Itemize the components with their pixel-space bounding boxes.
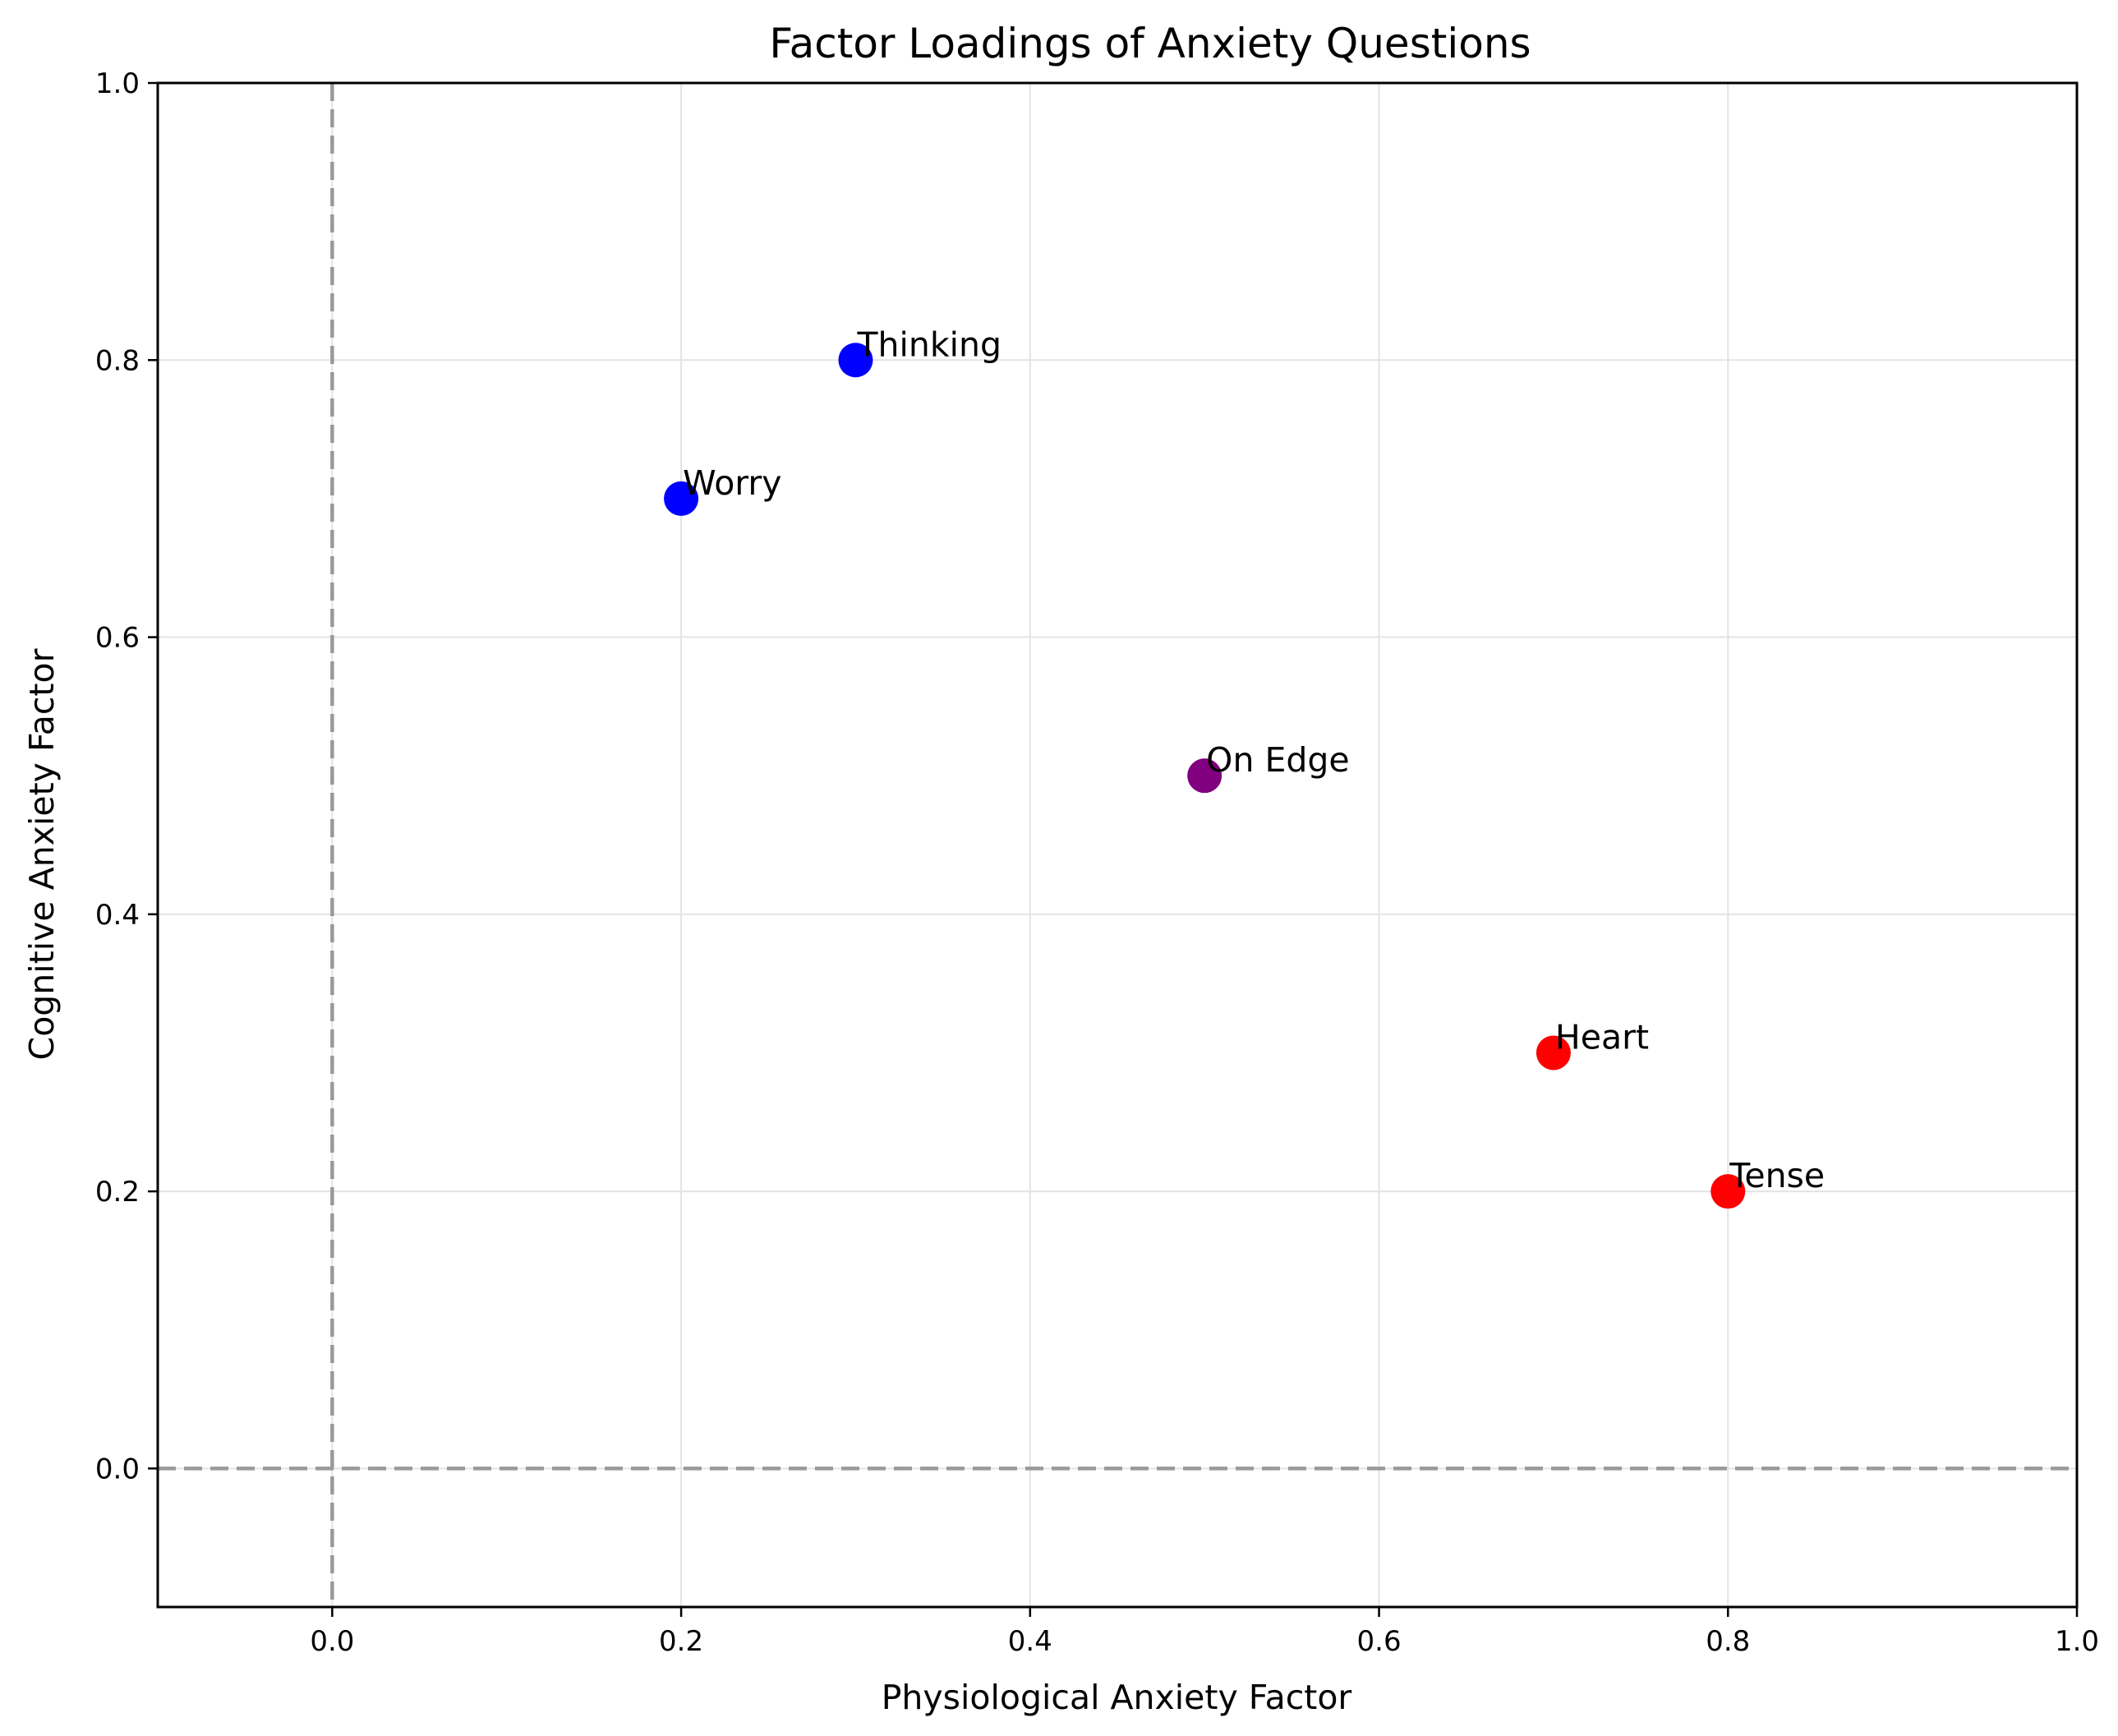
x-tick-label: 0.2 <box>659 1625 703 1658</box>
point-label: Thinking <box>856 325 1001 364</box>
point-label: On Edge <box>1206 740 1349 780</box>
y-tick-label: 0.0 <box>95 1453 140 1485</box>
y-tick-label: 0.6 <box>95 622 140 655</box>
x-tick-label: 0.0 <box>310 1625 354 1658</box>
data-point <box>838 343 873 378</box>
reference-lines <box>158 83 2077 1607</box>
x-tick-label: 0.4 <box>1008 1625 1052 1658</box>
data-point <box>1711 1174 1746 1209</box>
plot-frame <box>156 81 2079 1609</box>
point-labels: Worry Thinking On Edge Heart Tense <box>683 325 1825 1195</box>
chart-title: Factor Loadings of Anxiety Questions <box>769 20 1531 67</box>
y-axis-title: Cognitive Anxiety Factor <box>22 648 62 1060</box>
data-point <box>1187 758 1222 794</box>
point-label: Tense <box>1729 1156 1825 1195</box>
x-tick-label: 0.6 <box>1357 1625 1402 1658</box>
x-tick-label: 0.8 <box>1706 1625 1750 1658</box>
x-axis-title: Physiological Anxiety Factor <box>882 1678 1352 1717</box>
x-axis-ticks: 0.0 0.2 0.4 0.6 0.8 1.0 <box>310 1607 2099 1658</box>
data-points <box>664 343 1746 1209</box>
y-axis-ticks: 0.0 0.2 0.4 0.6 0.8 1.0 <box>95 67 158 1485</box>
y-tick-label: 1.0 <box>95 67 140 100</box>
y-tick-label: 0.2 <box>95 1176 140 1209</box>
y-tick-label: 0.4 <box>95 899 140 932</box>
data-point <box>664 481 699 516</box>
point-label: Heart <box>1555 1017 1649 1057</box>
x-tick-label: 1.0 <box>2055 1625 2099 1658</box>
point-label: Worry <box>683 463 781 503</box>
data-point <box>1536 1035 1571 1071</box>
y-tick-label: 0.8 <box>95 344 140 377</box>
